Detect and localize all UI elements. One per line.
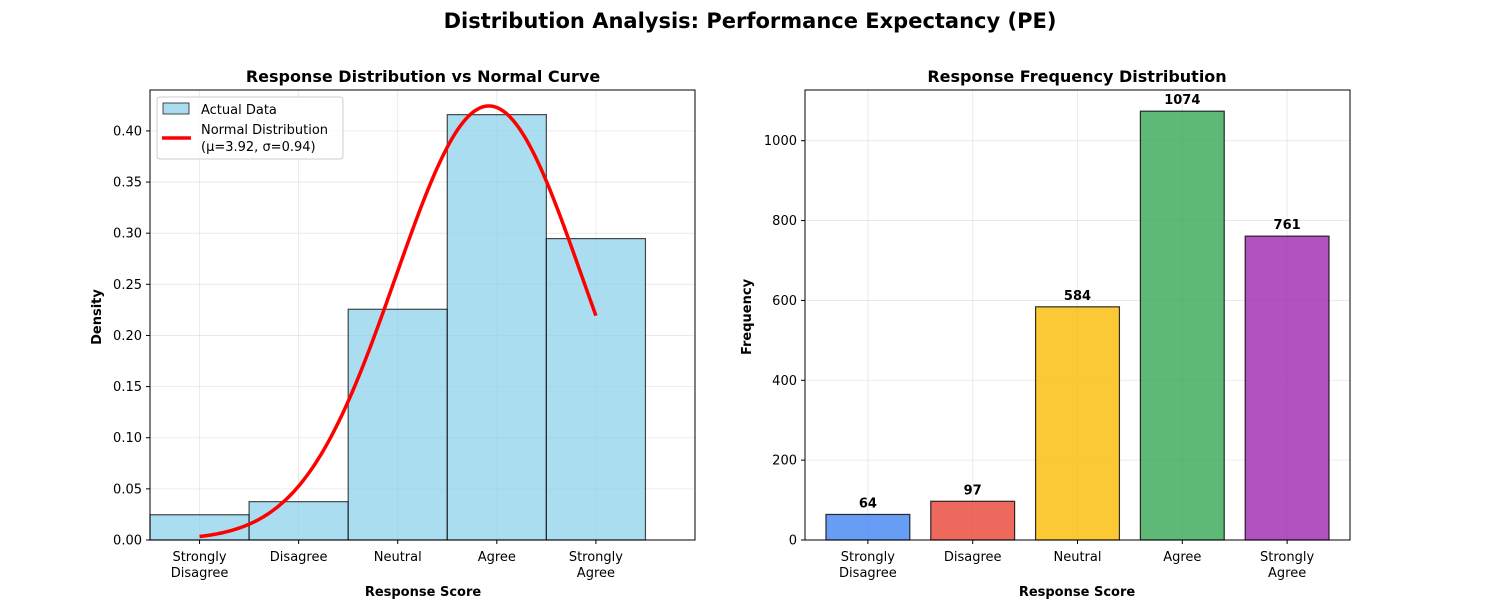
right-y-tick-label: 400 [772, 374, 797, 389]
bar-value-label: 761 [1274, 218, 1301, 233]
frequency-bar [1244, 235, 1330, 541]
legend-label-normal-params: (μ=3.92, σ=0.94) [201, 140, 316, 155]
frequency-bar [1139, 110, 1225, 541]
bar-value-label: 97 [964, 483, 982, 498]
frequency-bar [1034, 306, 1121, 541]
right-chart-title: Response Frequency Distribution [927, 67, 1226, 86]
left-y-tick-label: 0.05 [113, 482, 142, 497]
right-chart: Response Frequency Distribution 64 97 584 1… [740, 67, 1351, 600]
right-x-tick-label: Neutral [1054, 550, 1102, 565]
legend-label-normal-distribution: Normal Distribution [201, 123, 328, 138]
bar-value-label: 64 [859, 496, 877, 511]
left-chart-x-label: Response Score [365, 585, 482, 600]
left-x-tick-label: Strongly Agree [569, 550, 623, 581]
left-y-tick-label: 0.10 [113, 431, 142, 446]
histogram-bar [347, 308, 448, 541]
histogram-bar [446, 114, 547, 541]
legend-label-actual-data: Actual Data [201, 103, 277, 118]
left-y-tick-label: 0.25 [113, 278, 142, 293]
left-chart-x-ticks: Strongly Disagree Disagree Neutral Agree Stro… [171, 540, 623, 581]
left-y-tick-label: 0.30 [113, 227, 142, 242]
right-chart-bars [825, 110, 1330, 541]
left-chart-y-label: Density [90, 289, 105, 345]
left-y-tick-label: 0.15 [113, 380, 142, 395]
legend-frame [156, 96, 344, 160]
left-y-tick-label: 0.00 [113, 534, 142, 549]
right-y-tick-label: 200 [772, 454, 797, 469]
legend-swatch-actual-data [162, 102, 190, 115]
right-x-tick-label: Strongly Disagree [839, 550, 897, 581]
frequency-bar [930, 500, 1016, 541]
left-chart-frame [149, 89, 696, 541]
histogram-bar [248, 501, 349, 541]
histogram-bar [545, 238, 647, 541]
bar-value-label: 584 [1064, 289, 1091, 304]
left-chart-bars [149, 114, 647, 541]
right-y-tick-label: 800 [772, 214, 797, 229]
left-y-tick-label: 0.35 [113, 176, 142, 191]
right-chart-y-ticks: 0 200 400 600 800 1000 [764, 134, 805, 549]
left-chart-title: Response Distribution vs Normal Curve [246, 67, 600, 86]
right-x-tick-label: Strongly Agree [1260, 550, 1314, 581]
left-chart-y-ticks: 0.00 0.05 0.10 0.15 0.20 0.25 0.30 0.35 0.40 [113, 124, 150, 549]
right-y-tick-label: 1000 [764, 134, 797, 149]
right-y-tick-label: 600 [772, 294, 797, 309]
left-chart: Response Distribution vs Normal Curve 0.… [90, 67, 696, 600]
bar-value-label: 1074 [1164, 93, 1200, 108]
left-x-tick-label: Disagree [270, 550, 328, 565]
frequency-bar [825, 513, 911, 541]
right-x-tick-label: Agree [1163, 550, 1201, 565]
left-y-tick-label: 0.20 [113, 329, 142, 344]
right-x-tick-label: Disagree [944, 550, 1002, 565]
right-chart-y-label: Frequency [740, 278, 755, 355]
right-y-tick-label: 0 [789, 534, 797, 549]
left-y-tick-label: 0.40 [113, 124, 142, 139]
figure-title: Distribution Analysis: Performance Expec… [444, 9, 1057, 33]
legend: Actual Data Normal Distribution (μ=3.92,… [156, 96, 344, 160]
left-x-tick-label: Strongly Disagree [171, 550, 229, 581]
left-x-tick-label: Agree [478, 550, 516, 565]
right-chart-value-labels: 64 97 584 1074 761 [859, 93, 1301, 511]
right-chart-x-ticks: Strongly Disagree Disagree Neutral Agree Stro… [839, 540, 1314, 581]
left-x-tick-label: Neutral [374, 550, 422, 565]
normal-curve-line [199, 104, 598, 539]
right-chart-x-label: Response Score [1019, 585, 1136, 600]
